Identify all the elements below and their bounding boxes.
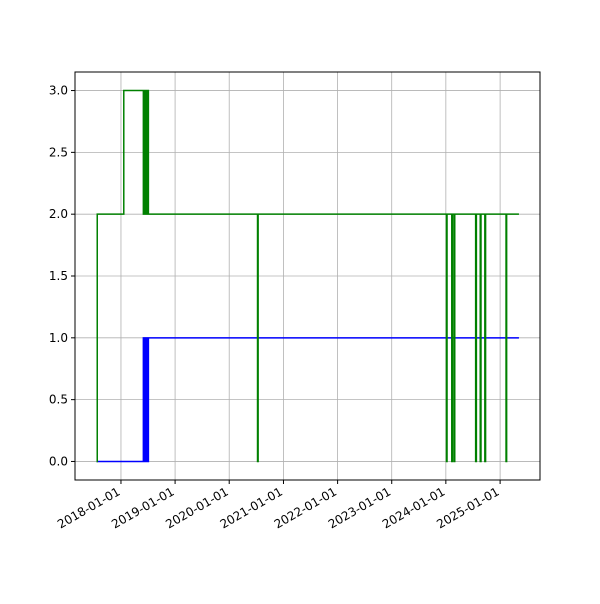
y-tick-label: 0.0: [49, 454, 68, 468]
y-tick-label: 2.0: [49, 207, 68, 221]
plot-frame: [74, 71, 541, 481]
y-tick-label: 1.5: [49, 269, 68, 283]
y-tick-label: 1.0: [49, 331, 68, 345]
y-tick-label: 2.5: [49, 145, 68, 159]
y-tick-label: 0.5: [49, 393, 68, 407]
y-tick-label: 3.0: [49, 84, 68, 98]
series-line: [96, 89, 519, 463]
